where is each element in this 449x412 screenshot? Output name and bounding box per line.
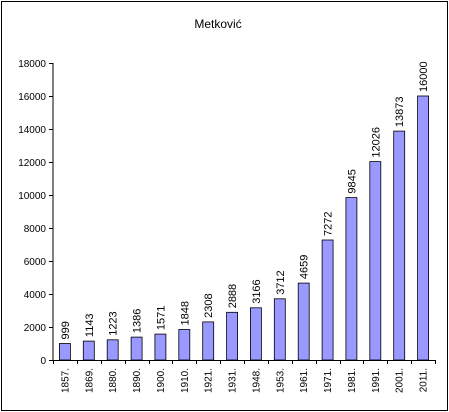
data-label: 13873 [394,97,406,128]
data-label: 4659 [299,255,311,279]
data-labels: 999 1143 1223 1386 1571 1848 2308 2888 3166 3712 4… [60,61,430,339]
data-label: 1143 [84,313,96,337]
x-tick-label: 1869. [84,368,95,393]
bar [417,95,430,361]
bar [226,311,239,361]
x-tick-label: 1880. [108,368,119,393]
x-tick-label: 2001. [395,368,406,393]
data-label: 1386 [132,309,144,333]
bar [297,282,310,361]
x-tick-label: 2011. [419,368,430,392]
bar [273,298,286,361]
bar [59,343,71,361]
bar [321,239,334,361]
bar [249,307,262,361]
data-label: 12026 [370,127,382,158]
x-tick-label: 1961. [299,368,310,393]
data-label: 1223 [108,311,120,335]
x-tick-label: 1890. [132,368,143,393]
data-label: 999 [60,321,72,339]
bars [59,95,430,361]
bar [393,130,406,361]
y-tick-label: 2000 [24,323,47,334]
y-tick-label: 0 [40,356,46,367]
bar [82,340,95,361]
y-tick-label: 8000 [24,224,47,235]
x-tick-label: 1910. [180,368,191,393]
x-tick-label: 1931. [228,368,239,393]
x-axis: 1857. 1869. 1880. 1890. 1900. 1910. 1921. 1931.… [53,360,436,393]
data-label: 7272 [323,212,335,236]
bar [345,197,358,361]
x-tick-label: 1981. [347,368,358,393]
y-tick-label: 10000 [18,191,46,202]
data-label: 3166 [251,279,263,303]
bar [178,329,191,361]
chart-title: Metković [194,17,241,31]
bar [106,339,119,361]
bar [369,161,382,361]
x-tick-label: 1921. [204,368,215,393]
data-label: 2888 [227,284,239,308]
y-tick-label: 18000 [18,59,46,70]
y-tick-label: 6000 [24,257,47,268]
y-tick-label: 16000 [18,92,46,103]
data-label: 9845 [346,169,358,193]
bar [130,336,143,361]
y-axis: 0 2000 4000 6000 8000 10000 12000 14000 16000 180… [18,59,54,367]
y-tick-label: 4000 [24,290,47,301]
x-tick-label: 1900. [156,368,167,393]
bar [202,321,215,361]
x-tick-label: 1971. [323,368,334,393]
x-tick-label: 1857. [60,368,71,393]
x-tick-label: 1953. [275,368,286,393]
x-tick-label: 1948. [251,368,262,393]
y-tick-label: 14000 [18,125,46,136]
data-label: 2308 [203,293,215,317]
data-label: 3712 [275,270,287,294]
bar [154,333,167,361]
data-label: 1571 [155,306,167,330]
x-tick-label: 1991. [371,368,382,393]
data-label: 1848 [179,301,191,325]
y-tick-label: 12000 [18,158,46,169]
data-label: 16000 [418,61,430,92]
